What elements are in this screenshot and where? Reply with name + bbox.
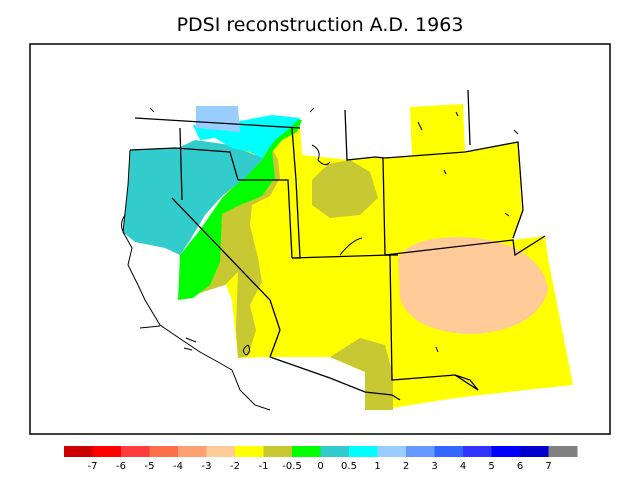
colorbar-tick-label: 7: [545, 461, 551, 472]
colorbar-swatch: [320, 446, 350, 457]
region-peach: [398, 237, 548, 334]
map-title: PDSI reconstruction A.D. 1963: [176, 14, 464, 36]
colorbar-swatch: [178, 446, 207, 457]
colorbar-tick-label: -5: [145, 461, 155, 472]
region-yellow: [220, 125, 573, 410]
colorbar-tick-label: -7: [88, 461, 98, 472]
colorbar-tick-label: 1: [374, 461, 380, 472]
region-yellow-north: [410, 104, 465, 156]
colorbar-tick-label: 3: [431, 461, 437, 472]
colorbar-tick-label: 4: [460, 461, 466, 472]
region-olive-center: [312, 160, 378, 218]
colorbar-swatch: [548, 446, 578, 457]
colorbar-swatch: [377, 446, 407, 457]
state-borders: [129, 89, 546, 401]
colorbar-tick-label: -2: [230, 461, 240, 472]
colorbar-swatch: [292, 446, 321, 457]
colorbar-swatch: [92, 446, 122, 457]
colorbar-tick-label: -4: [173, 461, 183, 472]
colorbar-swatch: [406, 446, 435, 457]
colorbar-tick-label: 0.5: [341, 461, 357, 472]
colorbar-swatch: [463, 446, 492, 457]
colorbar-swatch: [520, 446, 549, 457]
colorbar-swatch: [491, 446, 521, 457]
colorbar-swatch: [349, 446, 378, 457]
colorbar-swatch: [434, 446, 464, 457]
colorbar-tick-label: 6: [517, 461, 523, 472]
colorbar-swatch: [121, 446, 150, 457]
region-lightblue: [196, 106, 240, 132]
colorbar-tick-label: -0.5: [282, 461, 302, 472]
colorbar-tick-label: 5: [488, 461, 494, 472]
colorbar-swatch: [235, 446, 264, 457]
colorbar-swatch: [263, 446, 293, 457]
colorbar-tick-label: -3: [202, 461, 212, 472]
region-teal: [123, 140, 268, 255]
colorbar-swatch: [149, 446, 179, 457]
colorbar-swatch: [64, 446, 93, 457]
colorbar-tick-label: -6: [116, 461, 126, 472]
region-olive-south: [330, 338, 393, 410]
region-green: [178, 118, 302, 300]
colorbar: -7 -6 -5 -4 -3 -2 -1 -0.5 0 0.5 1 2 3 4 5 6 7: [64, 446, 578, 472]
coastline: [121, 107, 519, 411]
colorbar-tick-label: 2: [403, 461, 409, 472]
colorbar-tick-label: -1: [259, 461, 269, 472]
colorbar-tick-label: 0: [317, 461, 323, 472]
colorbar-swatch: [206, 446, 236, 457]
